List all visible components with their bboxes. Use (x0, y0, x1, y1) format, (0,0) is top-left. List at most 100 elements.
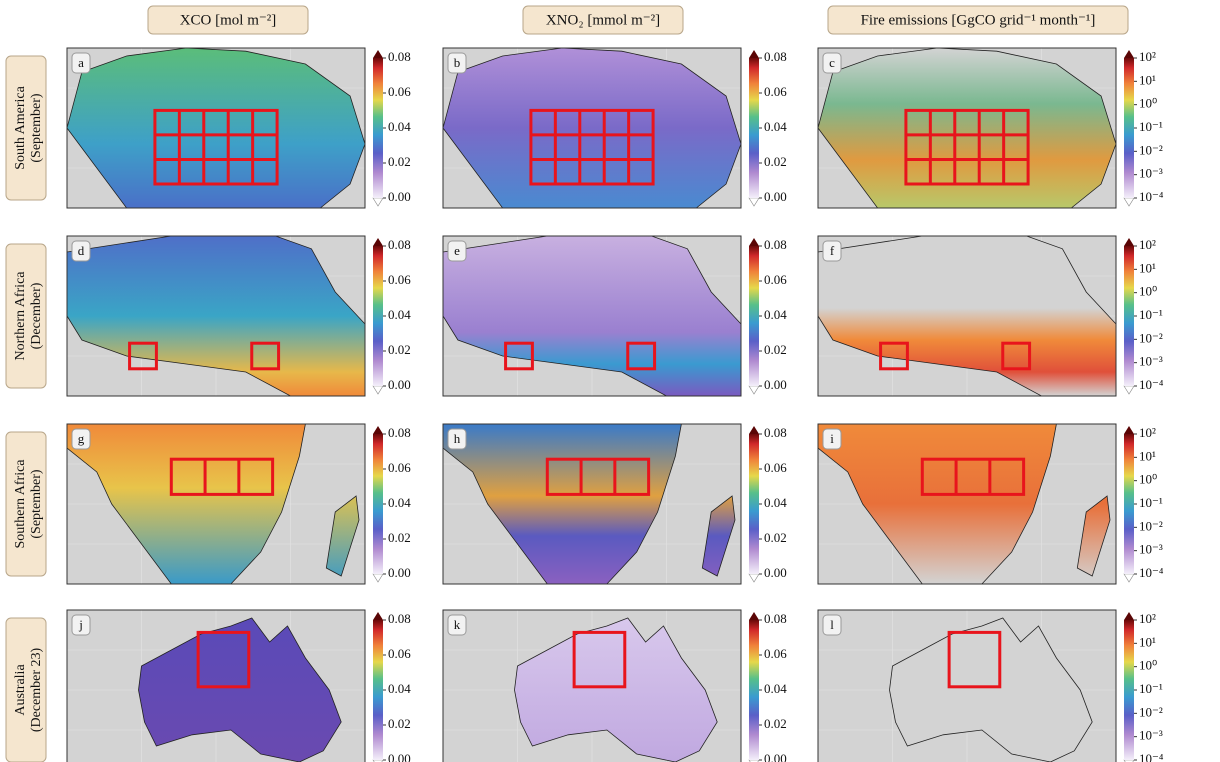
panel-letter-box (822, 428, 842, 450)
colorbar (1124, 434, 1134, 574)
map-frame (66, 235, 366, 397)
region-box (947, 630, 1002, 689)
colorbar (1124, 58, 1134, 198)
colorbar-tick-label: 0.06 (764, 84, 787, 99)
colorbar-tick-label: 0.06 (764, 460, 787, 475)
colorbar-tick-label: 0.06 (388, 646, 411, 661)
colorbar-tick-label: 0.08 (764, 611, 787, 626)
colorbar-top (749, 426, 759, 434)
header-box (522, 5, 684, 35)
region-box (153, 108, 279, 186)
panel-letter-box (447, 428, 467, 450)
row-label: Northern Africa (13, 271, 28, 361)
colorbar-tick-label: 0.02 (388, 154, 411, 169)
colorbar-tick-label: 0.04 (764, 681, 787, 696)
colorbar-tick-label: 0.06 (764, 646, 787, 661)
colorbar-tick-label: 10¹ (1139, 260, 1156, 275)
panel-letter: l (830, 617, 834, 632)
colorbar-tick-label: 0.08 (388, 425, 411, 440)
panel-letter-box (71, 428, 91, 450)
map-panel: g 0.00 0.02 0.04 0.06 0.08 (66, 423, 411, 585)
colorbar-top (373, 50, 383, 58)
colorbar-top (1124, 612, 1134, 620)
colorbar-tick-label: 0.06 (388, 460, 411, 475)
land (514, 617, 718, 762)
region-box (250, 341, 281, 371)
panels: XCO [mol m⁻²] XNO₂ [mmol m⁻²] Fire emissio… (5, 5, 1164, 762)
colorbar (373, 58, 383, 198)
colorbar-tick-label: 0.08 (388, 611, 411, 626)
row-label: South America (13, 85, 28, 169)
region-box (626, 341, 657, 371)
map-frame (817, 235, 1117, 397)
row-label: (December 23) (29, 647, 44, 732)
colorbar (749, 434, 759, 574)
colorbar-tick-label: 10⁻⁴ (1139, 565, 1164, 580)
row-label: (December) (29, 282, 44, 349)
colorbar-bottom (372, 197, 384, 207)
colorbar-tick-label: 10⁻³ (1139, 728, 1163, 743)
colorbar-tick-label: 10⁰ (1139, 284, 1157, 299)
map-panel: f 10⁻⁴ 10⁻³ 10⁻² 10⁻¹ 10⁰ 10¹ 10² (817, 235, 1164, 397)
colorbar-tick-label: 0.08 (764, 49, 787, 64)
colorbar-top (1124, 50, 1134, 58)
colorbar-tick-label: 0.00 (388, 189, 411, 204)
map-panel: a 0.00 0.02 0.04 0.06 0.08 (66, 47, 411, 209)
map-panel: b 0.00 0.02 0.04 0.06 0.08 (442, 47, 787, 209)
panel-letter-box (447, 614, 467, 636)
colorbar-tick-label: 0.08 (388, 49, 411, 64)
colorbar-tick-label: 0.00 (764, 565, 787, 580)
colorbar-tick-label: 0.04 (388, 307, 411, 322)
panel-letter: e (454, 243, 460, 258)
panel-letter-box (71, 614, 91, 636)
column-title: Fire emissions [GgCO grid⁻¹ month⁻¹] (861, 12, 1096, 28)
colorbar-bottom (748, 573, 760, 583)
map-frame (66, 47, 366, 209)
colorbar-tick-label: 0.00 (388, 565, 411, 580)
panel-letter: k (454, 617, 461, 632)
panel-letter: g (78, 431, 85, 446)
panel-letter: i (830, 431, 834, 446)
map-panel: d 0.00 0.02 0.04 0.06 0.08 (66, 235, 411, 397)
colorbar-tick-label: 10² (1139, 425, 1156, 440)
colorbar (749, 620, 759, 760)
colorbar-tick-label: 10⁻¹ (1139, 307, 1163, 322)
colorbar-tick-label: 10⁻³ (1139, 354, 1163, 369)
colorbar-tick-label: 10⁻⁴ (1139, 377, 1164, 392)
map-frame (442, 47, 742, 209)
panel-letter-box (71, 52, 91, 74)
row-label: Southern Africa (13, 459, 28, 549)
row-label: Australia (13, 664, 28, 716)
colorbar-tick-label: 0.02 (388, 530, 411, 545)
colorbar-tick-label: 10¹ (1139, 634, 1156, 649)
panel-letter-box (822, 614, 842, 636)
row-label: (September) (29, 93, 44, 163)
map-panel: l 10⁻⁴ 10⁻³ 10⁻² 10⁻¹ 10⁰ 10¹ 10² (817, 609, 1164, 762)
region-box (904, 108, 1030, 186)
map-frame (442, 423, 742, 585)
colorbar (1124, 620, 1134, 760)
map-panel: e 0.00 0.02 0.04 0.06 0.08 (442, 235, 787, 397)
colorbar (373, 434, 383, 574)
region-box (545, 457, 651, 496)
map-frame (442, 235, 742, 397)
map-panel: h 0.00 0.02 0.04 0.06 0.08 (442, 423, 787, 585)
colorbar-tick-label: 10⁻¹ (1139, 681, 1163, 696)
colorbar-tick-label: 0.00 (764, 751, 787, 762)
panel-letter: c (829, 55, 835, 70)
colorbar-top (373, 238, 383, 246)
map-panel: k 0.00 0.02 0.04 0.06 0.08 (442, 609, 787, 762)
map-panel: j 0.00 0.02 0.04 0.06 0.08 (66, 609, 411, 762)
colorbar-tick-label: 0.00 (764, 189, 787, 204)
colorbar-tick-label: 10⁰ (1139, 96, 1157, 111)
row-label: (September) (29, 469, 44, 539)
colorbar-tick-label: 10⁰ (1139, 658, 1157, 673)
colorbar-tick-label: 10² (1139, 237, 1156, 252)
colorbar-tick-label: 10¹ (1139, 72, 1156, 87)
row-label-box (5, 55, 47, 201)
row-label-box (5, 617, 47, 762)
colorbar-bottom (372, 385, 384, 395)
row-label-box (5, 431, 47, 577)
colorbar-tick-label: 0.00 (388, 751, 411, 762)
colorbar-tick-label: 10⁻⁴ (1139, 751, 1164, 762)
